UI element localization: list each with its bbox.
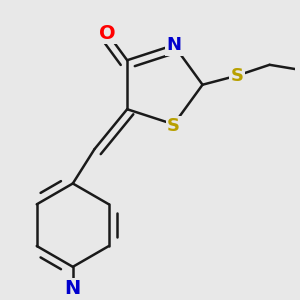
Text: S: S <box>167 117 180 135</box>
Text: O: O <box>99 24 116 43</box>
Text: N: N <box>65 279 81 298</box>
Text: N: N <box>166 36 181 54</box>
Text: S: S <box>230 67 244 85</box>
